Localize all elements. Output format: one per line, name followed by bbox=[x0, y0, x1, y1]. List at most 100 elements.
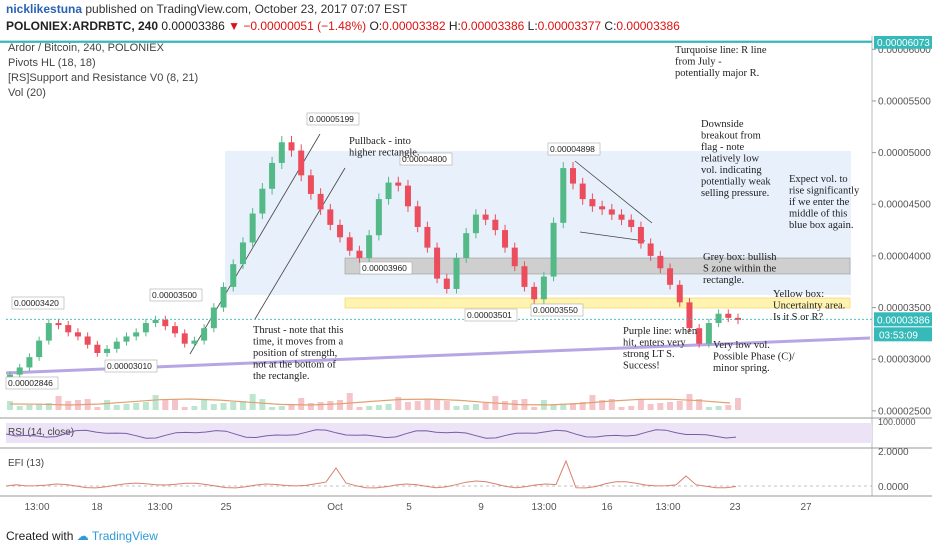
candle bbox=[346, 237, 353, 251]
candle bbox=[307, 175, 314, 194]
annotation-text: not at the bottom of bbox=[253, 360, 336, 371]
candle bbox=[16, 367, 23, 375]
candle bbox=[618, 214, 625, 220]
candle bbox=[492, 219, 499, 231]
annotation-text: flag - note bbox=[701, 142, 744, 153]
volume-bar bbox=[26, 405, 33, 410]
annotation-text: Pullback - into bbox=[349, 136, 411, 147]
candle bbox=[502, 230, 509, 248]
pivot-label: 0.00003420 bbox=[14, 298, 59, 308]
pivot-label: 0.00002846 bbox=[8, 378, 53, 388]
annotation-text: higher rectangle. bbox=[349, 148, 420, 159]
pivot-label-box bbox=[5, 376, 59, 390]
annotation-text: Yellow box: bbox=[773, 289, 824, 300]
volume-bar bbox=[385, 404, 392, 410]
candle bbox=[560, 168, 567, 223]
volume-bar bbox=[715, 406, 722, 410]
volume-bar bbox=[346, 393, 353, 410]
candle bbox=[453, 257, 460, 289]
pivot-label: 0.00003501 bbox=[467, 310, 512, 320]
candle bbox=[172, 326, 179, 334]
candle bbox=[579, 183, 586, 200]
volume-bar bbox=[618, 407, 625, 410]
pivot-label-box bbox=[149, 288, 203, 302]
volume-bar bbox=[239, 401, 246, 410]
candle bbox=[414, 206, 421, 227]
candle bbox=[599, 206, 606, 210]
candle bbox=[298, 150, 305, 176]
ohlc-l-label: L: bbox=[527, 19, 538, 33]
volume-bar bbox=[201, 399, 208, 410]
volume-bar bbox=[366, 406, 373, 410]
tradingview-brand[interactable]: TradingView bbox=[91, 529, 158, 543]
pivot-label-box bbox=[530, 303, 584, 317]
volume-bar bbox=[269, 407, 276, 410]
volume-bar bbox=[133, 403, 140, 410]
candle bbox=[657, 255, 664, 269]
volume-bar bbox=[424, 400, 431, 410]
volume-bar bbox=[142, 402, 149, 410]
candle bbox=[550, 222, 557, 277]
candle bbox=[540, 276, 547, 300]
y-tick-label: 0.00006000 bbox=[878, 45, 931, 56]
pivot-label-box bbox=[399, 152, 453, 166]
pivot-label-box bbox=[306, 112, 360, 126]
volume-bar bbox=[686, 394, 693, 410]
candle bbox=[123, 336, 130, 342]
annotation-text: potentially major R. bbox=[675, 68, 759, 79]
candle bbox=[152, 319, 159, 324]
annotation-text: Success! bbox=[623, 361, 660, 372]
annotation-text: vol. indicating bbox=[701, 165, 762, 176]
volume-bar bbox=[375, 405, 382, 410]
footer: Created with ☁ TradingView bbox=[6, 529, 158, 543]
candle bbox=[26, 357, 33, 368]
pivot-label: 0.00003960 bbox=[362, 263, 407, 273]
candle bbox=[647, 243, 654, 256]
volume-bar bbox=[113, 405, 120, 410]
candle bbox=[201, 328, 208, 341]
candle bbox=[191, 340, 198, 344]
x-tick-label: Oct bbox=[327, 502, 343, 513]
volume-bar bbox=[94, 407, 101, 410]
volume-bar bbox=[307, 403, 314, 410]
volume-bar bbox=[453, 406, 460, 410]
created-with-label: Created with bbox=[6, 529, 74, 543]
candle bbox=[288, 142, 295, 151]
rsi-label: RSI (14, close) bbox=[8, 427, 74, 438]
candle bbox=[395, 182, 402, 186]
candle bbox=[337, 224, 344, 238]
candle bbox=[366, 235, 373, 258]
annotation-text: the rectangle. bbox=[253, 371, 310, 382]
down-arrow-icon: ▼ bbox=[228, 19, 241, 33]
candle bbox=[142, 323, 149, 333]
annotation-text: strong LT S. bbox=[623, 349, 675, 360]
annotation-text: Expect vol. to bbox=[789, 174, 848, 185]
volume-bar bbox=[628, 406, 635, 410]
turquoise-badge bbox=[874, 36, 932, 49]
publish-header: nicklikestuna published on TradingView.c… bbox=[6, 2, 407, 16]
y-tick-label: 0.00003000 bbox=[878, 355, 931, 366]
annotation-text: Turquoise line: R line bbox=[675, 45, 767, 56]
volume-bar bbox=[579, 402, 586, 410]
x-tick-label: 13:00 bbox=[147, 502, 172, 513]
flag-trend-line bbox=[574, 160, 653, 224]
candle bbox=[521, 266, 528, 287]
candle bbox=[74, 332, 81, 337]
volume-bar bbox=[472, 404, 479, 410]
candle bbox=[608, 209, 615, 215]
ohlc-c: 0.00003386 bbox=[616, 19, 680, 33]
author-link[interactable]: nicklikestuna bbox=[6, 2, 83, 16]
volume-bar bbox=[696, 399, 703, 410]
volume-bar bbox=[230, 402, 237, 410]
candle bbox=[628, 219, 635, 227]
countdown-badge bbox=[874, 327, 932, 342]
volume-bar bbox=[152, 395, 159, 410]
price-chart[interactable]: 0.00006000 0.00005500 0.00005000 0.00004500… bbox=[0, 36, 932, 526]
candle bbox=[696, 328, 703, 344]
candle bbox=[424, 226, 431, 248]
yellow-box-zone bbox=[344, 297, 851, 309]
thrust-trend-line bbox=[254, 167, 346, 320]
candle bbox=[482, 214, 489, 220]
volume-bar bbox=[647, 404, 654, 410]
candle bbox=[181, 333, 188, 344]
